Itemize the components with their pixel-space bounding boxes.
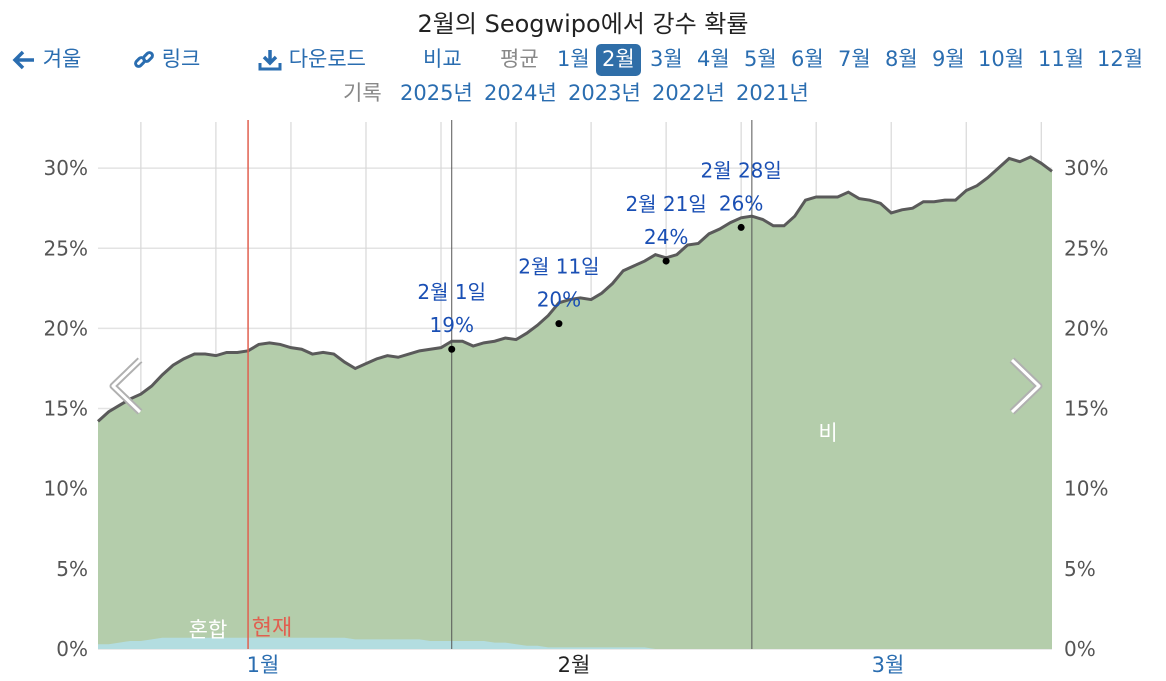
y-tick-left: 10% — [44, 477, 88, 501]
winter-label: 겨울 — [42, 47, 82, 71]
prev-arrow-button[interactable] — [109, 357, 143, 415]
download-icon — [258, 50, 282, 71]
record-2023[interactable]: 2023년 — [568, 81, 641, 105]
rain-line — [96, 155, 1053, 423]
marker-value-label: 24% — [644, 225, 688, 249]
marker-point — [448, 345, 456, 353]
y-tick-left: 25% — [44, 236, 88, 260]
y-tick-right: 15% — [1064, 397, 1108, 421]
record-2022[interactable]: 2022년 — [652, 81, 725, 105]
link-button[interactable]: 링크 — [133, 44, 200, 76]
month-4[interactable]: 4월 — [697, 47, 730, 71]
marker-date-label: 2월 21일 — [625, 192, 706, 216]
rain-area — [98, 156, 1052, 649]
month-2-active[interactable]: 2월 — [596, 44, 641, 76]
average-label: 평균 — [500, 47, 539, 71]
link-label: 링크 — [161, 47, 201, 71]
marker-value-label: 20% — [537, 288, 581, 312]
month-10[interactable]: 10월 — [978, 47, 1025, 71]
month-12[interactable]: 12월 — [1097, 47, 1144, 71]
records-label: 기록 — [343, 81, 382, 105]
next-arrow-button[interactable] — [1009, 357, 1043, 415]
marker-point — [662, 257, 670, 265]
y-tick-right: 20% — [1064, 316, 1108, 340]
month-3[interactable]: 3월 — [650, 47, 683, 71]
marker-date-label: 2월 28일 — [700, 158, 781, 182]
y-tick-left: 0% — [56, 637, 88, 661]
x-month-label: 1월 — [247, 653, 280, 677]
marker-date-label: 2월 1일 — [417, 280, 486, 304]
compare-link[interactable]: 비교 — [423, 47, 462, 71]
y-tick-left: 20% — [44, 316, 88, 340]
page-title: 2월의 Seogwipo에서 강수 확률 — [417, 10, 749, 38]
link-icon — [134, 51, 154, 68]
y-tick-right: 30% — [1064, 156, 1108, 180]
marker-value-label: 26% — [719, 191, 763, 215]
y-tick-left: 5% — [56, 557, 88, 581]
today-label: 현재 — [252, 616, 292, 641]
record-2024[interactable]: 2024년 — [484, 81, 557, 105]
marker-point — [555, 320, 563, 328]
month-8[interactable]: 8월 — [885, 47, 918, 71]
y-tick-right: 25% — [1064, 236, 1108, 260]
marker-value-label: 19% — [430, 313, 474, 337]
download-button[interactable]: 다운로드 — [258, 44, 366, 76]
record-2025[interactable]: 2025년 — [400, 81, 473, 105]
download-label: 다운로드 — [288, 47, 366, 71]
marker-point — [737, 223, 745, 231]
winter-link[interactable]: 겨울 — [12, 44, 81, 76]
x-month-label: 2월 — [558, 653, 591, 677]
y-tick-right: 5% — [1064, 557, 1096, 581]
mixed-series-label: 혼합 — [189, 618, 228, 642]
y-tick-right: 0% — [1064, 637, 1096, 661]
month-6[interactable]: 6월 — [791, 47, 824, 71]
month-11[interactable]: 11월 — [1038, 47, 1085, 71]
x-month-label: 3월 — [872, 653, 905, 677]
month-9[interactable]: 9월 — [932, 47, 965, 71]
month-5[interactable]: 5월 — [744, 47, 777, 71]
rain-series-label: 비 — [818, 421, 837, 445]
marker-date-label: 2월 11일 — [518, 255, 599, 279]
nav-bar: 겨울 링크 다운로드 비교 평균 1월 2월 3월 4월 5월 6월 7월 8월… — [0, 44, 1166, 76]
records-bar: 기록 2025년 2024년 2023년 2022년 2021년 — [0, 79, 1166, 109]
y-tick-left: 30% — [44, 156, 88, 180]
mixed-area — [98, 637, 1052, 649]
month-7[interactable]: 7월 — [838, 47, 871, 71]
record-2021[interactable]: 2021년 — [736, 81, 809, 105]
y-tick-left: 15% — [44, 397, 88, 421]
y-tick-right: 10% — [1064, 477, 1108, 501]
month-1[interactable]: 1월 — [557, 47, 590, 71]
arrow-left-icon — [12, 50, 34, 70]
